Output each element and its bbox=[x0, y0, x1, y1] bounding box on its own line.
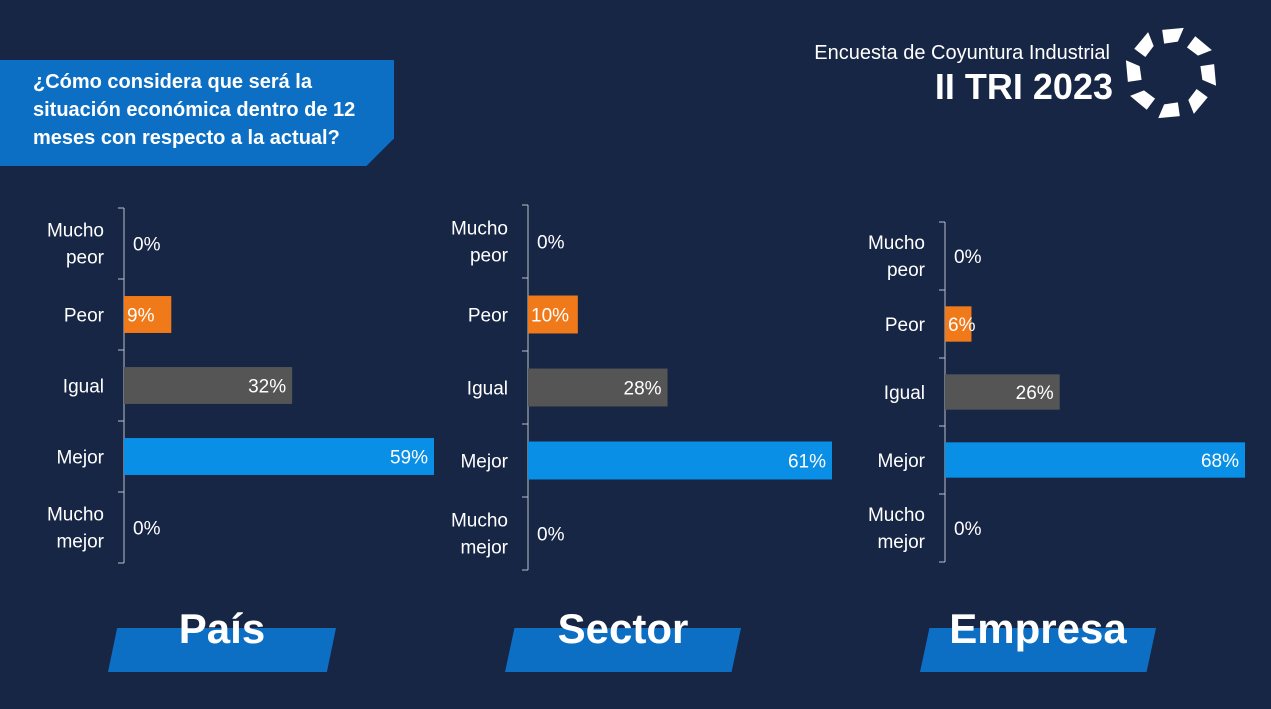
pais-bar bbox=[124, 367, 293, 404]
pais-category-label: Mucho peor bbox=[47, 221, 105, 269]
sector-category-label: Igual bbox=[467, 379, 508, 400]
empresa-category-label-line: peor bbox=[887, 260, 926, 281]
pais-bar bbox=[124, 438, 434, 475]
empresa-value-label: 0% bbox=[954, 247, 982, 268]
empresa-category-label-line: Mucho bbox=[868, 505, 925, 526]
empresa-category-label-line: Mucho bbox=[868, 233, 925, 254]
pais-bar bbox=[124, 296, 172, 333]
pais-value-label: 0% bbox=[133, 519, 161, 540]
sector-bar bbox=[528, 368, 668, 407]
sector-category-label: Mucho peor bbox=[451, 219, 509, 267]
question-banner bbox=[0, 60, 394, 166]
panel-title-box-pais bbox=[108, 628, 336, 672]
sector-value-label: 10% bbox=[531, 306, 569, 327]
empresa-value-label: 0% bbox=[954, 519, 982, 540]
empresa-value-label: 6% bbox=[948, 315, 976, 336]
question-text: ¿Cómo considera que será la situación ec… bbox=[33, 71, 356, 149]
pais-category-label: Mejor bbox=[56, 448, 104, 469]
chart-empresa-svg: Mucho peor 0% Peor 6% Igual 26% Mejor 68% Mucho me… bbox=[868, 221, 1245, 563]
sector-category-label-line: peor bbox=[470, 246, 509, 267]
brand-period: II TRI 2023 bbox=[934, 66, 1113, 107]
sector-value-label: 61% bbox=[788, 452, 826, 473]
arrow-ring-logo-icon bbox=[1125, 27, 1217, 119]
sector-category-label-line: Mucho bbox=[451, 511, 508, 532]
sector-category-label: Peor bbox=[468, 306, 509, 327]
empresa-category-label-line: mejor bbox=[877, 532, 925, 553]
pais-category-label: Mucho mejor bbox=[47, 505, 105, 553]
empresa-category-label: Mucho peor bbox=[868, 233, 926, 281]
pais-value-label: 9% bbox=[127, 306, 155, 327]
pais-category-label-line: Mucho bbox=[47, 505, 104, 526]
panel-title-box-empresa bbox=[920, 628, 1156, 672]
panel-title-empresa: Empresa bbox=[949, 605, 1127, 652]
sector-bar bbox=[528, 295, 578, 334]
sector-bar bbox=[528, 441, 832, 480]
empresa-bar bbox=[945, 306, 972, 342]
sector-category-label: Mucho mejor bbox=[451, 511, 509, 559]
empresa-category-label: Mejor bbox=[877, 451, 925, 472]
empresa-bar bbox=[945, 374, 1060, 410]
pais-category-label: Igual bbox=[63, 377, 104, 398]
sector-category-label-line: mejor bbox=[460, 538, 508, 559]
pais-value-label: 0% bbox=[133, 235, 161, 256]
sector-value-label: 0% bbox=[537, 233, 565, 254]
panel-title-pais: País bbox=[178, 605, 266, 652]
sector-value-label: 0% bbox=[537, 525, 565, 546]
empresa-value-label: 26% bbox=[1016, 383, 1054, 404]
pais-value-label: 59% bbox=[390, 448, 428, 469]
pais-category-label: Peor bbox=[64, 306, 105, 327]
empresa-category-label: Igual bbox=[884, 383, 925, 404]
pais-category-label-line: mejor bbox=[56, 532, 104, 553]
empresa-value-label: 68% bbox=[1201, 451, 1239, 472]
empresa-category-label: Mucho mejor bbox=[868, 505, 926, 553]
panel-title-box-sector bbox=[505, 628, 741, 672]
chart-pais-svg: Mucho peor 0% Peor 9% Igual 32% Mejor 59% Mucho me… bbox=[47, 207, 434, 564]
sector-category-label-line: Mucho bbox=[451, 219, 508, 240]
chart-empresa: Mucho peor 0% Peor 6% Igual 26% Mejor 68% Mucho me… bbox=[850, 221, 1260, 567]
chart-pais: Mucho peor 0% Peor 9% Igual 32% Mejor 59% Mucho me… bbox=[30, 207, 450, 568]
chart-sector-svg: Mucho peor 0% Peor 10% Igual 28% Mejor 61% Mucho m… bbox=[451, 204, 832, 571]
pais-category-label-line: peor bbox=[66, 248, 105, 269]
panel-title-sector: Sector bbox=[557, 605, 689, 652]
empresa-bar bbox=[945, 442, 1245, 478]
pais-category-label-line: Mucho bbox=[47, 221, 104, 242]
chart-sector: Mucho peor 0% Peor 10% Igual 28% Mejor 61% Mucho m… bbox=[434, 204, 854, 575]
sector-category-label: Mejor bbox=[460, 452, 508, 473]
brand-subtitle: Encuesta de Coyuntura Industrial bbox=[814, 42, 1110, 64]
pais-value-label: 32% bbox=[248, 377, 286, 398]
sector-value-label: 28% bbox=[624, 379, 662, 400]
empresa-category-label: Peor bbox=[885, 315, 926, 336]
